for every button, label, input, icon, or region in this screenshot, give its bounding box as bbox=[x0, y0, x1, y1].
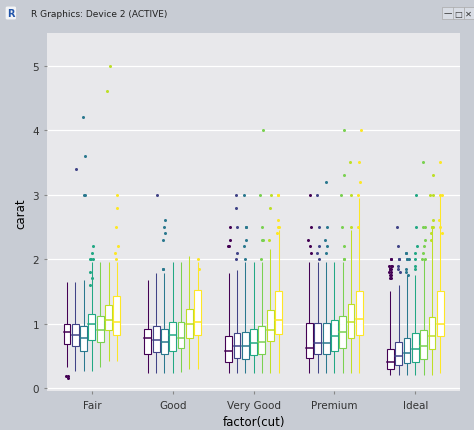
Bar bbox=[395, 342, 402, 366]
Bar bbox=[80, 326, 87, 351]
Bar bbox=[258, 326, 265, 354]
Bar bbox=[234, 333, 240, 359]
Bar bbox=[113, 297, 120, 335]
Bar bbox=[186, 310, 193, 338]
Bar bbox=[306, 323, 313, 358]
Bar bbox=[105, 306, 112, 330]
Bar bbox=[347, 304, 355, 338]
Bar bbox=[412, 333, 419, 362]
Bar bbox=[72, 324, 79, 346]
Text: —: — bbox=[444, 9, 452, 18]
Bar bbox=[153, 326, 160, 352]
Bar bbox=[403, 338, 410, 364]
Bar bbox=[145, 329, 151, 355]
Bar bbox=[275, 291, 282, 335]
Bar bbox=[242, 332, 249, 359]
Bar bbox=[314, 323, 321, 355]
Text: ✕: ✕ bbox=[465, 9, 472, 18]
Bar bbox=[267, 310, 273, 341]
Bar bbox=[178, 322, 184, 348]
Bar bbox=[64, 324, 70, 344]
X-axis label: factor(cut): factor(cut) bbox=[222, 415, 285, 428]
Bar bbox=[250, 329, 257, 355]
Text: R: R bbox=[7, 9, 15, 19]
Text: □: □ bbox=[455, 9, 462, 18]
Text: R Graphics: Device 2 (ACTIVE): R Graphics: Device 2 (ACTIVE) bbox=[31, 9, 167, 18]
Bar bbox=[89, 314, 95, 340]
Bar bbox=[194, 290, 201, 335]
Bar bbox=[356, 291, 363, 335]
Bar bbox=[331, 320, 338, 351]
Bar bbox=[323, 323, 329, 355]
Bar bbox=[437, 292, 444, 337]
Bar bbox=[420, 330, 427, 359]
Bar bbox=[169, 322, 176, 351]
Bar bbox=[97, 316, 104, 342]
Bar bbox=[339, 317, 346, 348]
Bar bbox=[225, 336, 232, 362]
Bar bbox=[387, 350, 394, 369]
Bar bbox=[428, 317, 435, 350]
Y-axis label: carat: carat bbox=[14, 197, 27, 228]
Bar bbox=[161, 329, 168, 355]
